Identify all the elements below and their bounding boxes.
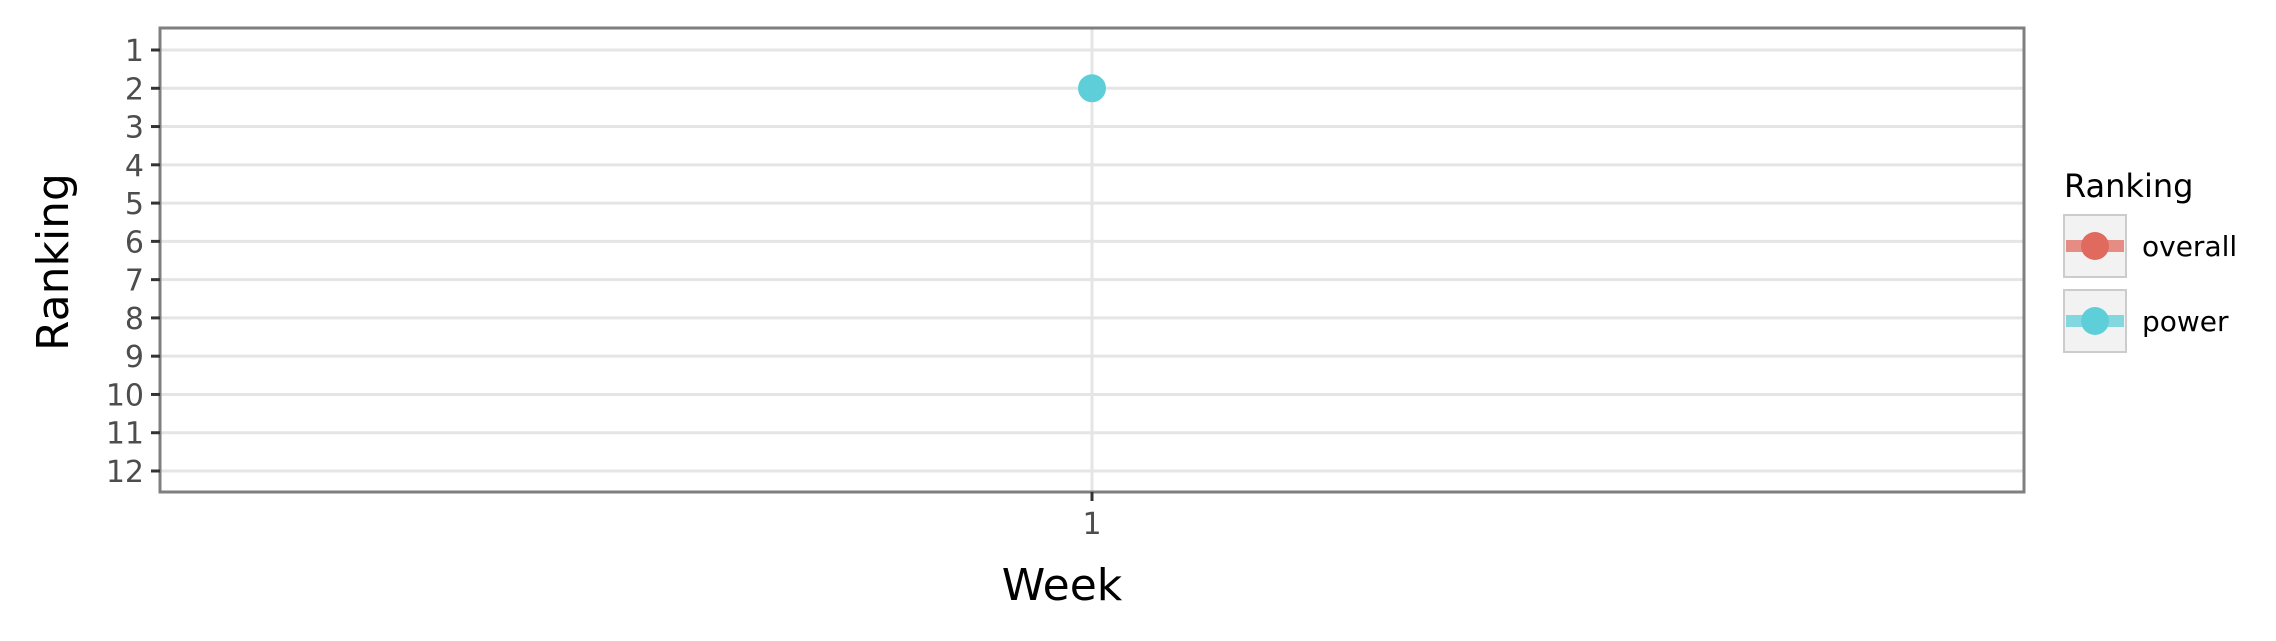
- y-tick-label: 2: [125, 72, 144, 107]
- y-tick-label: 12: [106, 455, 144, 490]
- legend-key-point-overall: [2081, 232, 2109, 260]
- legend-title: Ranking: [2064, 167, 2193, 205]
- y-tick-label: 6: [125, 225, 144, 260]
- y-axis-title: Ranking: [28, 173, 79, 351]
- grid-lines: [160, 28, 2024, 492]
- y-tick-label: 4: [125, 149, 144, 184]
- legend-label-power: power: [2142, 305, 2229, 338]
- y-tick-label: 5: [125, 187, 144, 222]
- y-tick-label: 7: [125, 264, 144, 299]
- y-tick-label: 9: [125, 340, 144, 375]
- legend: Ranking overall power: [2063, 167, 2237, 353]
- y-tick-label: 11: [106, 417, 144, 452]
- y-tick-label: 3: [125, 111, 144, 146]
- y-tick-label: 10: [106, 378, 144, 413]
- y-tick-label: 8: [125, 302, 144, 337]
- data-point-power: [1078, 74, 1106, 103]
- x-axis-title: Week: [1002, 560, 1123, 611]
- data-marks: [1078, 74, 1106, 103]
- x-tick-label: 1: [1082, 507, 1101, 542]
- legend-key-point-power: [2081, 307, 2109, 335]
- y-tick-label: 1: [125, 34, 144, 69]
- legend-label-overall: overall: [2142, 230, 2237, 263]
- x-axis-ticks: 1: [1082, 492, 1102, 542]
